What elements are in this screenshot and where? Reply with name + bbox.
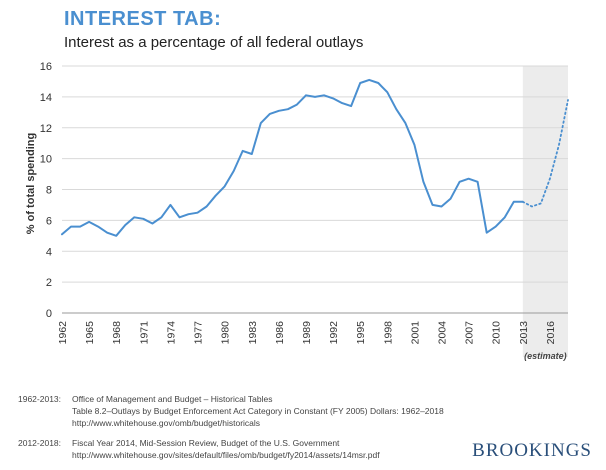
y-tick-label: 12 [40, 123, 52, 135]
x-tick-label: 1971 [138, 321, 150, 345]
source-note-2: 2012-2018: Fiscal Year 2014, Mid-Session … [18, 437, 380, 461]
source-1-range: 1962-2013: [18, 394, 62, 404]
x-tick-label: 2001 [409, 321, 421, 345]
estimate-region-shade [522, 66, 568, 357]
source-1-line-3: http://www.whitehouse.gov/omb/budget/his… [72, 418, 261, 428]
estimate-series-line [521, 99, 569, 208]
y-tick-label: 10 [40, 154, 52, 166]
x-tick-label: 1968 [111, 321, 123, 345]
x-tick-label: 2013 [518, 321, 530, 345]
y-axis-label: % of total spending [25, 133, 37, 234]
x-tick-label: 1995 [355, 321, 367, 345]
chart-subtitle: Interest as a percentage of all federal … [64, 34, 364, 51]
historical-series-line [61, 78, 524, 237]
x-tick-label: 1983 [247, 321, 259, 345]
x-tick-label: 1962 [57, 321, 69, 345]
x-tick-label: 1977 [193, 321, 205, 345]
y-tick-label: 4 [46, 246, 52, 258]
y-tick-label: 16 [40, 61, 52, 73]
y-tick-label: 6 [46, 215, 52, 227]
source-2-line-1: Fiscal Year 2014, Mid-Session Review, Bu… [72, 438, 340, 448]
x-tick-label: 1980 [220, 321, 232, 345]
chart-title: INTEREST TAB: [64, 8, 222, 30]
source-2-line-2: http://www.whitehouse.gov/sites/default/… [72, 450, 380, 460]
y-tick-label: 8 [46, 185, 52, 197]
x-tick-label: 2010 [491, 321, 503, 345]
interest-line-chart: 0 2 4 6 8 10 12 14 16 1962 1965 1968 1971 1974 1977 198… [25, 61, 569, 361]
x-tick-label: 1986 [274, 321, 286, 345]
source-2-range: 2012-2018: [18, 438, 62, 448]
source-note-1: 1962-2013: Office of Management and Budge… [18, 393, 444, 429]
x-tick-label: 1992 [328, 321, 340, 345]
y-tick-label: 2 [46, 277, 52, 289]
x-tick-label: 2016 [545, 321, 557, 345]
brookings-logo: BROOKINGS [472, 440, 592, 461]
source-1-line-1: Office of Management and Budget – Histor… [72, 394, 273, 404]
x-tick-label: 1989 [301, 321, 313, 345]
estimate-label: (estimate) [524, 351, 567, 361]
y-tick-label: 14 [40, 92, 52, 104]
y-tick-label: 0 [46, 308, 52, 320]
x-tick-label: 1974 [165, 321, 177, 345]
x-tick-label: 1998 [382, 321, 394, 345]
x-tick-label: 2004 [437, 321, 449, 345]
x-tick-label: 2007 [464, 321, 476, 345]
x-tick-label: 1965 [84, 321, 96, 345]
source-1-line-2: Table 8.2–Outlays by Budget Enforcement … [72, 406, 444, 416]
